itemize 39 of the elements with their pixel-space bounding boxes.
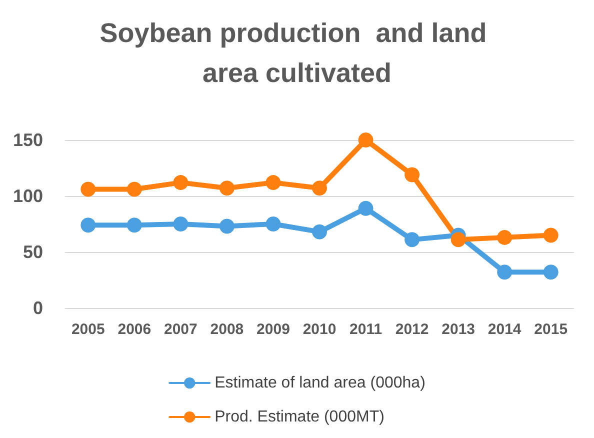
x-tick-label: 2014 bbox=[488, 321, 522, 338]
point bbox=[404, 167, 420, 182]
point bbox=[497, 264, 512, 280]
x-tick-label: 2009 bbox=[256, 321, 290, 338]
point bbox=[358, 132, 374, 148]
point bbox=[219, 180, 234, 196]
point bbox=[312, 180, 327, 196]
point bbox=[266, 216, 281, 232]
point bbox=[80, 182, 96, 197]
x-tick-label: 2012 bbox=[395, 321, 429, 338]
point bbox=[312, 224, 327, 240]
y-tick-label: 150 bbox=[12, 130, 43, 150]
x-tick-label: 2015 bbox=[534, 321, 568, 338]
point bbox=[497, 230, 512, 245]
legend-label: Estimate of land area (000ha) bbox=[214, 374, 426, 392]
point bbox=[80, 218, 96, 233]
x-tick-label: 2013 bbox=[442, 321, 476, 338]
point bbox=[173, 216, 188, 232]
legend-label: Prod. Estimate (000MT) bbox=[214, 408, 384, 426]
point bbox=[543, 264, 558, 280]
x-tick-label: 2007 bbox=[164, 321, 198, 338]
point bbox=[450, 232, 466, 248]
point bbox=[126, 182, 142, 197]
x-tick-label: 2011 bbox=[350, 321, 382, 338]
point bbox=[173, 175, 188, 190]
x-tick-label: 2005 bbox=[71, 321, 105, 338]
x-tick-label: 2006 bbox=[118, 321, 152, 338]
y-tick-label: 100 bbox=[12, 186, 43, 206]
x-tick-label: 2010 bbox=[302, 321, 336, 338]
point bbox=[543, 228, 558, 243]
y-tick-label: 0 bbox=[32, 298, 43, 318]
point bbox=[126, 218, 142, 233]
y-tick-label: 50 bbox=[22, 242, 43, 262]
point bbox=[219, 218, 234, 234]
point bbox=[404, 232, 420, 248]
point bbox=[358, 200, 374, 216]
point bbox=[266, 175, 281, 190]
chart-title: Soybean production and land area cultivated bbox=[100, 18, 494, 88]
x-tick-label: 2008 bbox=[210, 321, 244, 338]
